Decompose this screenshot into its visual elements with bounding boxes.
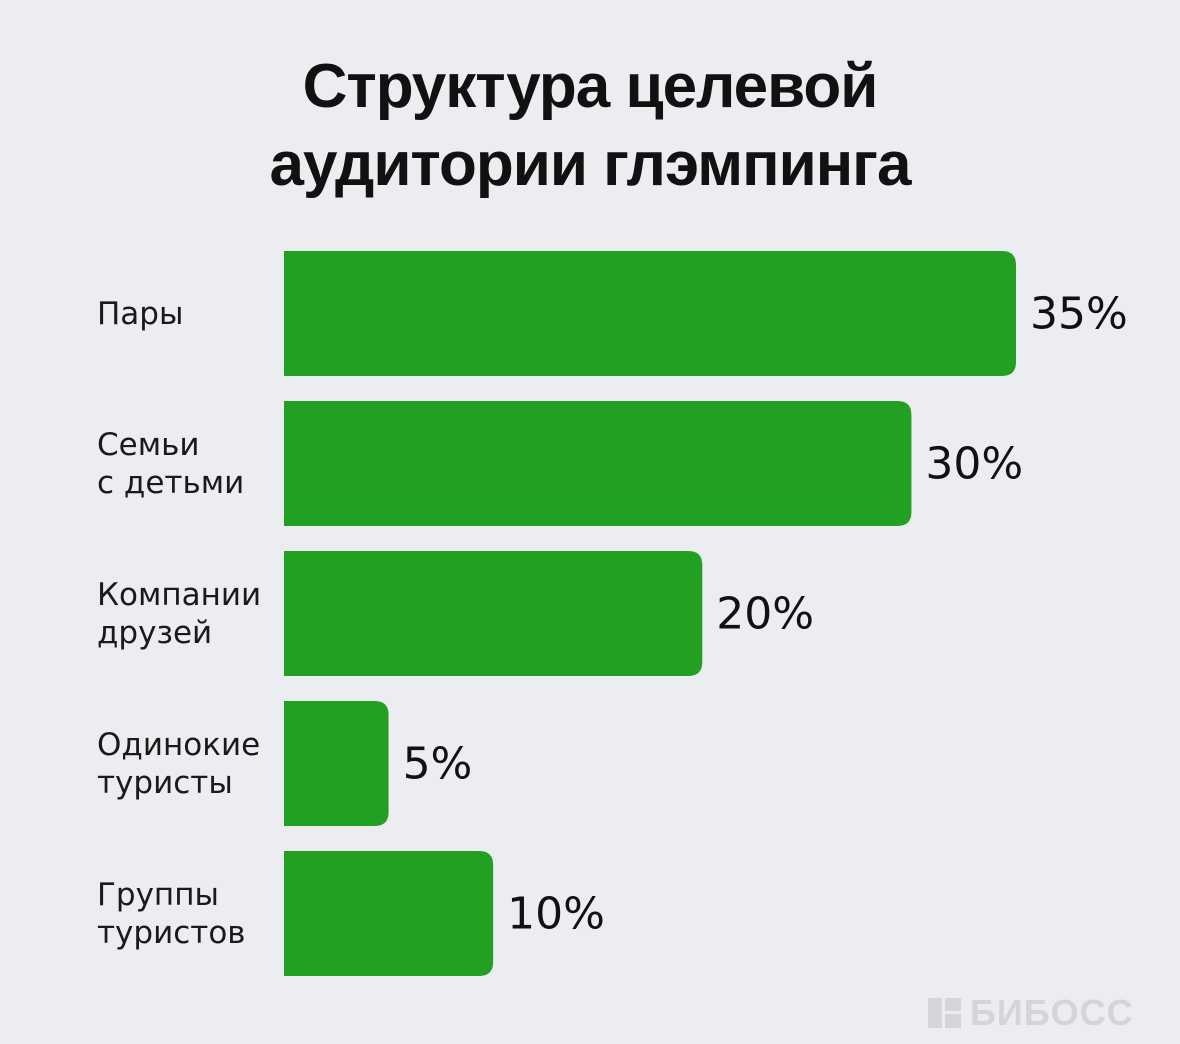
value-label: 5% [402, 738, 473, 789]
value-label: 10% [507, 888, 605, 939]
bar [284, 551, 703, 676]
bar [284, 251, 1016, 376]
category-label: Пары [97, 295, 184, 332]
watermark-logo [928, 998, 961, 1028]
category-label: Компании друзей [97, 576, 262, 651]
value-label: 30% [925, 438, 1024, 489]
category-label: Семьи с детьми [97, 426, 245, 501]
category-label: Одинокие туристы [97, 726, 261, 801]
chart-title: Структура целевой аудитории глэмпинга [269, 52, 912, 199]
value-label: 20% [716, 588, 815, 639]
category-label: Группы туристов [97, 876, 246, 951]
bar [284, 701, 389, 826]
watermark: БИБОСС [970, 992, 1134, 1033]
value-label: 35% [1030, 288, 1128, 339]
bar [284, 851, 494, 976]
bar [284, 401, 912, 526]
